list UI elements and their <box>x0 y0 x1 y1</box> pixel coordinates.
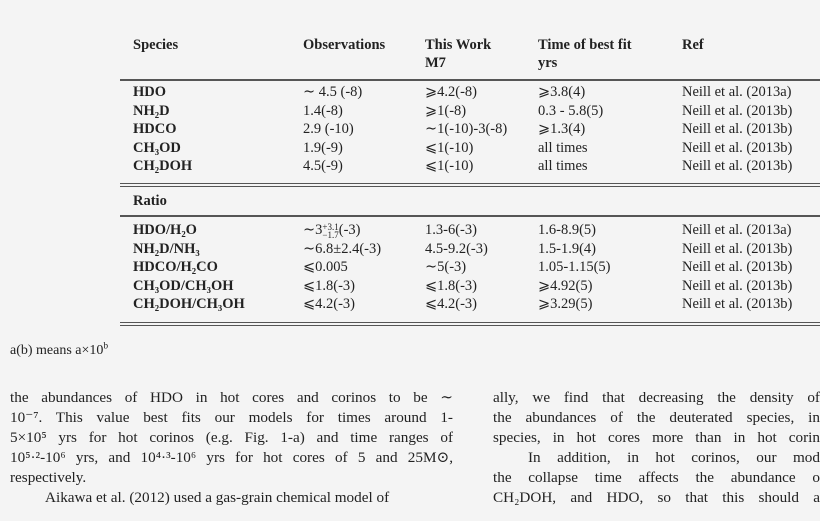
observations-cell: ∼ 4.5 (-8) <box>303 84 363 100</box>
ref-cell: Neill et al. (2013a) <box>682 222 792 238</box>
observations-cell: ⩽1.8(-3) <box>303 277 356 294</box>
text-line: 10⁻⁷. This value best fits our models fo… <box>10 409 453 426</box>
ref-cell: Neill et al. (2013b) <box>682 259 793 275</box>
observations-cell: ⩽0.005 <box>303 259 348 275</box>
time-cell: ⩾4.92(5) <box>538 277 593 294</box>
text-line: 5×10⁵ yrs for hot corinos (e.g. Fig. 1-a… <box>10 429 453 446</box>
species-cell: CH₃OD <box>133 139 181 156</box>
table-row: HDCO/H₂CO ⩽0.005 ∼5(-3) 1.05-1.15(5) Neill e… <box>0 259 820 277</box>
observations-cell: ∼3+3.1 −1.7(-3) <box>303 222 360 239</box>
model-cell: 1.3-6(-3) <box>425 222 477 238</box>
table-row: CH₂DOH/CH₃OH ⩽4.2(-3) ⩽4.2(-3) ⩾3.29(5) Neil… <box>0 296 820 314</box>
ref-cell: Neill et al. (2013b) <box>682 102 793 119</box>
time-cell: all times <box>538 139 588 156</box>
header-species: Species <box>133 37 179 53</box>
table-row: HDO/H₂O ∼3+3.1 −1.7(-3) 1.3-6(-3) 1.6-8.9… <box>0 222 820 240</box>
ref-cell: Neill et al. (2013b) <box>682 158 793 174</box>
text-line: the abundances of HDO in hot cores and c… <box>10 389 453 406</box>
table-row: CH₂DOH 4.5(-9) ⩽1(-10) all times Neill et al… <box>0 158 820 176</box>
time-cell: ⩾3.8(4) <box>538 84 586 100</box>
model-cell: ⩾1(-8) <box>425 102 467 119</box>
model-cell: ⩽1(-10) <box>425 139 474 156</box>
table-row: CH₃OD/CH₃OH ⩽1.8(-3) ⩽1.8(-3) ⩾4.92(5) Neill… <box>0 278 820 296</box>
time-cell: 1.5-1.9(4) <box>538 240 596 257</box>
species-cell: HDCO <box>133 121 177 137</box>
observations-cell: 4.5(-9) <box>303 158 343 174</box>
time-cell: 0.3 - 5.8(5) <box>538 102 604 119</box>
observations-cell: 1.9(-9) <box>303 139 343 156</box>
model-cell: ∼5(-3) <box>425 259 467 275</box>
time-cell: ⩾1.3(4) <box>538 121 586 137</box>
ref-cell: Neill et al. (2013b) <box>682 121 793 137</box>
header-time: Time of best fit <box>538 37 632 53</box>
text-line: Aikawa et al. (2012) used a gas-grain ch… <box>45 489 390 506</box>
ratio-header-rule <box>120 215 820 217</box>
species-cell: NH₂D <box>133 102 170 119</box>
obs-sub: −1.7 <box>322 229 339 240</box>
model-cell: ⩽4.2(-3) <box>425 296 478 312</box>
obs-tail: (-3) <box>338 222 361 238</box>
header-time-unit: yrs <box>538 55 558 71</box>
time-cell: 1.05-1.15(5) <box>538 259 611 275</box>
obs-base: ∼3 <box>303 222 323 238</box>
table-row: NH₂D 1.4(-8) ⩾1(-8) 0.3 - 5.8(5) Neill et al… <box>0 103 820 121</box>
observations-cell: 2.9 (-10) <box>303 121 354 137</box>
text-line: ally, we find that decreasing the densit… <box>493 389 820 406</box>
species-cell: NH₂D/NH₃ <box>133 240 200 257</box>
time-cell: all times <box>538 158 588 174</box>
obs-sup: +3.1 <box>322 221 339 232</box>
model-cell: ⩽1.8(-3) <box>425 277 478 294</box>
bottom-rule-bottom <box>120 325 820 326</box>
text-line: species, in hot cores more than in hot c… <box>493 429 820 446</box>
model-cell: ∼1(-10)-3(-8) <box>425 121 508 137</box>
model-cell: 4.5-9.2(-3) <box>425 240 488 257</box>
table-footnote: a(b) means a×10b <box>10 341 109 359</box>
species-cell: CH₃OD/CH₃OH <box>133 277 234 294</box>
header-this-work: This Work <box>425 37 492 53</box>
text-line: respectively. <box>10 469 87 486</box>
ref-cell: Neill et al. (2013b) <box>682 296 793 312</box>
model-cell: ⩽1(-10) <box>425 158 474 174</box>
text-line: the collapse time affects the abundance … <box>493 469 820 486</box>
ref-cell: Neill et al. (2013b) <box>682 240 793 257</box>
header-observations: Observations <box>303 37 386 53</box>
footnote-text: a(b) means a×10 <box>10 343 104 358</box>
section-rule-bottom <box>120 186 820 187</box>
time-cell: ⩾3.29(5) <box>538 296 593 312</box>
text-line: the abundances of the deuterated species… <box>493 409 820 426</box>
model-cell: ⩾4.2(-8) <box>425 84 478 100</box>
species-cell: HDO/H₂O <box>133 222 197 238</box>
table-row: NH₂D/NH₃ ∼6.8±2.4(-3) 4.5-9.2(-3) 1.5-1.9(4… <box>0 241 820 259</box>
text-line: 10⁵·²-10⁶ yrs, and 10⁴·³-10⁶ yrs for hot… <box>10 449 453 466</box>
body-text-right-column: ally, we find that decreasing the densit… <box>493 388 820 508</box>
ratio-section-label: Ratio <box>133 193 167 209</box>
header-ref: Ref <box>682 37 704 53</box>
table-row: HDO ∼ 4.5 (-8) ⩾4.2(-8) ⩾3.8(4) Neill et al.… <box>0 84 820 102</box>
observations-cell: ⩽4.2(-3) <box>303 296 356 312</box>
bottom-rule-top <box>120 322 820 323</box>
ref-cell: Neill et al. (2013a) <box>682 84 792 100</box>
text-line: CH₂DOH, and HDO, so that this should a <box>493 489 820 506</box>
observations-cell: ∼6.8±2.4(-3) <box>303 240 382 257</box>
footnote-sup: b <box>103 341 109 352</box>
header-rule <box>120 79 820 81</box>
section-rule-top <box>120 183 820 184</box>
table-row: HDCO 2.9 (-10) ∼1(-10)-3(-8) ⩾1.3(4) Neill e… <box>0 121 820 139</box>
species-cell: HDO <box>133 84 167 100</box>
header-this-work-model: M7 <box>425 55 446 71</box>
ref-cell: Neill et al. (2013b) <box>682 277 793 294</box>
body-text-left-column: the abundances of HDO in hot cores and c… <box>10 388 453 508</box>
species-cell: CH₂DOH/CH₃OH <box>133 296 245 312</box>
table-row: CH₃OD 1.9(-9) ⩽1(-10) all times Neill et al.… <box>0 140 820 158</box>
ref-cell: Neill et al. (2013b) <box>682 139 793 156</box>
observations-cell: 1.4(-8) <box>303 102 343 119</box>
species-cell: HDCO/H₂CO <box>133 259 218 275</box>
text-line: In addition, in hot corinos, our mod <box>528 449 820 466</box>
time-cell: 1.6-8.9(5) <box>538 222 596 238</box>
species-cell: CH₂DOH <box>133 158 193 174</box>
